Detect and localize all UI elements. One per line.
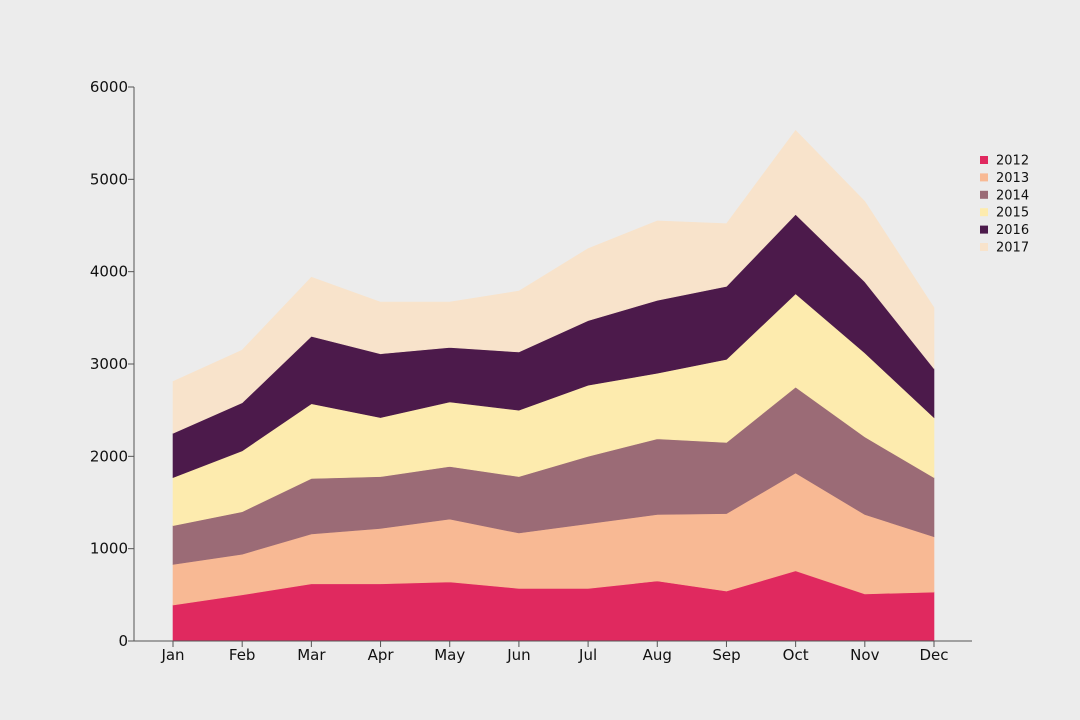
legend-item-2013: 2013 [980,171,1029,186]
legend-label: 2017 [996,241,1029,256]
x-tick-label: Jul [578,646,597,664]
x-tick-label: Dec [919,646,948,664]
x-tick-label: Feb [229,646,256,664]
x-tick-label: Apr [368,646,395,664]
legend-swatch [980,208,988,217]
x-tick-label: May [434,646,465,664]
legend-label: 2016 [996,223,1029,238]
areas-layer [172,129,935,642]
x-tick-label: Aug [643,646,672,664]
x-tick-label: Jun [506,646,530,664]
legend-item-2016: 2016 [980,223,1029,238]
x-tick-label: Mar [297,646,326,664]
y-tick-label: 3000 [90,355,128,373]
x-tick-label: Oct [783,646,809,664]
legend-label: 2014 [996,188,1029,203]
legend-swatch [980,156,988,164]
x-tick-label: Sep [712,646,740,664]
y-tick-label: 0 [118,632,128,650]
y-tick-label: 5000 [90,170,128,188]
legend-item-2015: 2015 [980,206,1029,221]
legend-swatch [980,243,988,251]
area-series-2017 [172,129,935,434]
legend-label: 2013 [996,171,1029,186]
legend-item-2014: 2014 [980,188,1029,203]
legend-label: 2015 [996,206,1029,221]
y-tick-label: 2000 [90,447,128,465]
legend-item-2012: 2012 [980,154,1029,169]
y-tick-label: 4000 [90,263,128,281]
y-tick-label: 1000 [90,540,128,558]
legend-swatch [980,225,988,234]
legend-label: 2012 [996,154,1029,169]
legend-swatch [980,173,988,182]
legend-item-2017: 2017 [980,241,1029,256]
x-tick-label: Nov [850,646,879,664]
legend: 2012 2013 2014 2015 2016 2017 [980,154,1029,256]
y-tick-label: 6000 [90,78,128,96]
x-tick-label: Jan [160,646,184,664]
legend-swatch [980,190,988,199]
axes-layer: 0 1000 2000 3000 4000 5000 6000 Jan Feb Mar Apr May… [90,78,972,664]
